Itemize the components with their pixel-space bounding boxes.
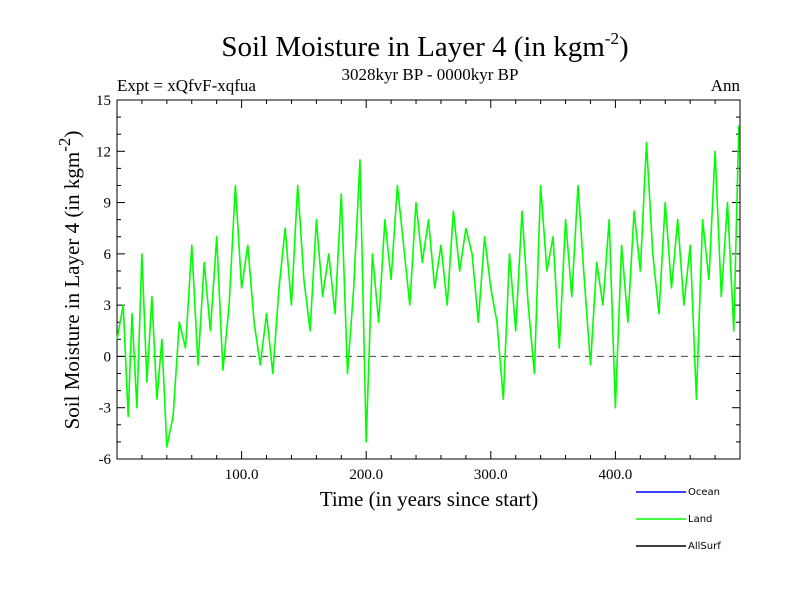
chart-title: Soil Moisture in Layer 4 (in kgm-2) [221,29,628,63]
expt-label: Expt = xQfvF-xqfua [117,76,256,95]
y-tick-label: 15 [96,93,111,109]
legend: Ocean Land AllSurf [636,487,721,552]
x-tick-label: 200.0 [349,467,383,483]
chart-subtitle: 3028kyr BP - 0000kyr BP [342,65,519,84]
x-tick-label: 100.0 [225,467,259,483]
legend-ocean-label: Ocean [688,487,720,498]
legend-land-label: Land [688,514,712,525]
y-axis-label: Soil Moisture in Layer 4 (in kgm-2) [55,131,84,430]
land-series-line [116,125,740,448]
x-axis: 100.0 200.0 300.0 400.0 [141,100,716,483]
y-tick-label: 6 [104,247,112,263]
y-tick-label: -3 [99,401,112,417]
y-axis: -6 -3 0 3 6 9 12 15 [96,93,740,468]
y-tick-label: 0 [104,349,112,365]
season-label: Ann [711,76,741,95]
x-tick-label: 400.0 [599,467,633,483]
x-tick-label: 300.0 [474,467,508,483]
y-tick-label: -6 [99,452,112,468]
legend-allsurf-label: AllSurf [688,541,721,552]
y-tick-label: 12 [96,144,111,160]
y-tick-label: 9 [104,196,112,212]
plot-frame [116,99,741,460]
y-tick-label: 3 [104,298,112,314]
x-axis-label: Time (in years since start) [320,487,539,511]
